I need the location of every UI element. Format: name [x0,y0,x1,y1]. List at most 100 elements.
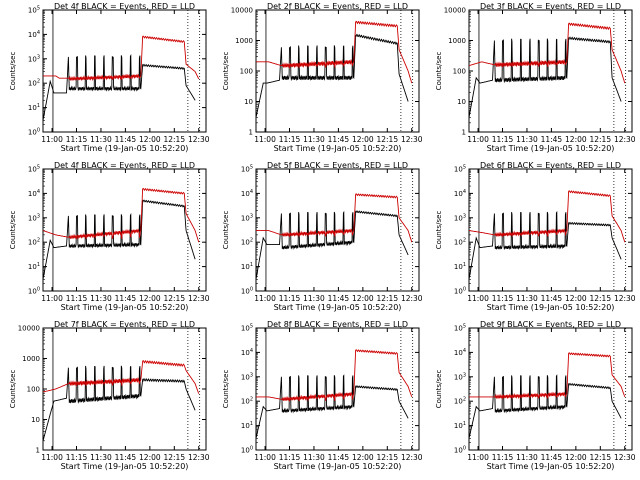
x-tick-label: 12:30 [401,453,423,462]
x-tick-label: 12:00 [139,135,161,144]
x-tick-label: 12:00 [565,453,587,462]
y-tick-label: 101 [454,421,466,430]
y-tick-label: 1 [462,129,466,137]
x-tick-label: 11:15 [492,135,514,144]
chart-panel-9: Det 9f BLACK = Events, RED = LLD Start Ti… [435,320,636,471]
x-tick-label: 12:15 [376,294,398,303]
y-tick-label: 100 [241,446,253,455]
series-line-lld [469,190,626,243]
chart-panel-6: Det 6f BLACK = Events, RED = LLD Start Ti… [435,161,636,312]
chart-panel-2: Det 2f BLACK = Events, RED = LLD Start Ti… [222,2,423,153]
x-tick-label: 11:00 [41,135,63,144]
x-tick-label: 12:00 [352,135,374,144]
x-tick-label: 12:15 [163,294,185,303]
x-tick-label: 11:00 [254,453,276,462]
series-line-events [42,53,196,121]
y-tick-label: 105 [28,6,40,15]
y-tick-label: 100 [454,287,466,296]
x-tick-label: 12:30 [614,453,636,462]
y-tick-label: 10000 [231,7,253,15]
y-tick-label: 101 [454,262,466,271]
series-line-lld [256,20,413,84]
chart-panel-7: Det 7f BLACK = Events, RED = LLD Start Ti… [9,320,210,471]
x-tick-label: 12:30 [614,294,636,303]
x-tick-label: 11:30 [90,453,112,462]
y-tick-label: 100 [453,68,466,76]
chart-title: Det 6f BLACK = Events, RED = LLD [480,161,621,170]
x-tick-label: 11:45 [541,294,563,303]
y-axis-label: Counts/sec [222,52,230,91]
x-tick-label: 12:00 [139,453,161,462]
chart-title: Det 9f BLACK = Events, RED = LLD [480,320,621,329]
y-axis-label: Counts/sec [435,211,443,250]
y-tick-label: 103 [241,372,253,381]
x-tick-label: 12:30 [401,135,423,144]
x-tick-label: 11:45 [541,453,563,462]
y-tick-label: 105 [241,165,253,174]
x-axis-label: Start Time (19-Jan-05 10:52:20) [274,144,402,153]
series-line-events [468,210,622,280]
plot-frame [468,327,633,451]
y-tick-label: 100 [28,287,40,296]
chart-title: Det 4f BLACK = Events, RED = LLD [54,2,195,11]
x-tick-label: 11:15 [279,135,301,144]
chart-panel-3: Det 3f BLACK = Events, RED = LLD Start Ti… [435,2,636,153]
x-tick-label: 11:00 [467,294,489,303]
y-tick-label: 102 [241,397,253,406]
x-tick-label: 11:15 [66,453,88,462]
y-axis-label: Counts/sec [222,370,230,409]
x-tick-label: 11:00 [41,453,63,462]
y-tick-label: 1000 [235,37,253,45]
y-tick-label: 104 [454,348,466,357]
x-tick-label: 11:30 [516,135,538,144]
plot-frame [255,168,420,292]
series-line-lld [42,360,200,394]
x-tick-label: 11:45 [115,294,137,303]
x-tick-label: 11:45 [541,135,563,144]
x-tick-label: 12:15 [589,294,611,303]
x-tick-label: 11:15 [492,294,514,303]
x-tick-label: 11:30 [303,453,325,462]
y-tick-label: 104 [28,30,40,39]
chart-panel-8: Det 8f BLACK = Events, RED = LLD Start Ti… [222,320,423,471]
x-tick-label: 11:30 [516,453,538,462]
series-line-events [42,365,196,441]
x-tick-label: 11:45 [115,135,137,144]
x-tick-label: 11:00 [254,135,276,144]
x-tick-label: 12:15 [376,135,398,144]
x-tick-label: 12:15 [589,135,611,144]
y-tick-label: 105 [454,165,466,174]
x-axis-label: Start Time (19-Jan-05 10:52:20) [61,303,189,312]
y-tick-label: 103 [454,213,466,222]
y-tick-label: 105 [454,324,466,333]
plot-frame [42,168,207,292]
series-line-lld [468,22,626,84]
x-tick-label: 11:45 [328,453,350,462]
y-axis-label: Counts/sec [9,370,17,409]
x-tick-label: 11:00 [254,294,276,303]
chart-title: Det 4f BLACK = Events, RED = LLD [54,161,195,170]
series-line-events [468,36,622,118]
chart-panel-4: Det 4f BLACK = Events, RED = LLD Start Ti… [9,161,210,312]
x-tick-label: 11:45 [328,294,350,303]
y-tick-label: 102 [28,79,40,88]
y-tick-label: 10 [457,98,466,106]
x-tick-label: 11:30 [516,294,538,303]
y-tick-label: 100 [240,68,253,76]
x-tick-label: 11:30 [90,135,112,144]
series-line-lld [42,187,200,243]
x-axis-label: Start Time (19-Jan-05 10:52:20) [487,303,615,312]
y-tick-label: 102 [454,397,466,406]
plot-frame [42,9,207,133]
series-line-events [255,33,409,118]
y-axis-label: Counts/sec [9,52,17,91]
y-tick-label: 100 [28,128,40,137]
x-tick-label: 12:15 [163,453,185,462]
x-tick-label: 11:15 [279,294,301,303]
chart-title: Det 3f BLACK = Events, RED = LLD [480,2,621,11]
x-tick-label: 12:00 [352,453,374,462]
chart-panel-1: Det 4f BLACK = Events, RED = LLD Start Ti… [9,2,210,153]
chart-title: Det 7f BLACK = Events, RED = LLD [54,320,195,329]
x-tick-label: 12:30 [188,453,210,462]
y-tick-label: 1 [249,129,253,137]
